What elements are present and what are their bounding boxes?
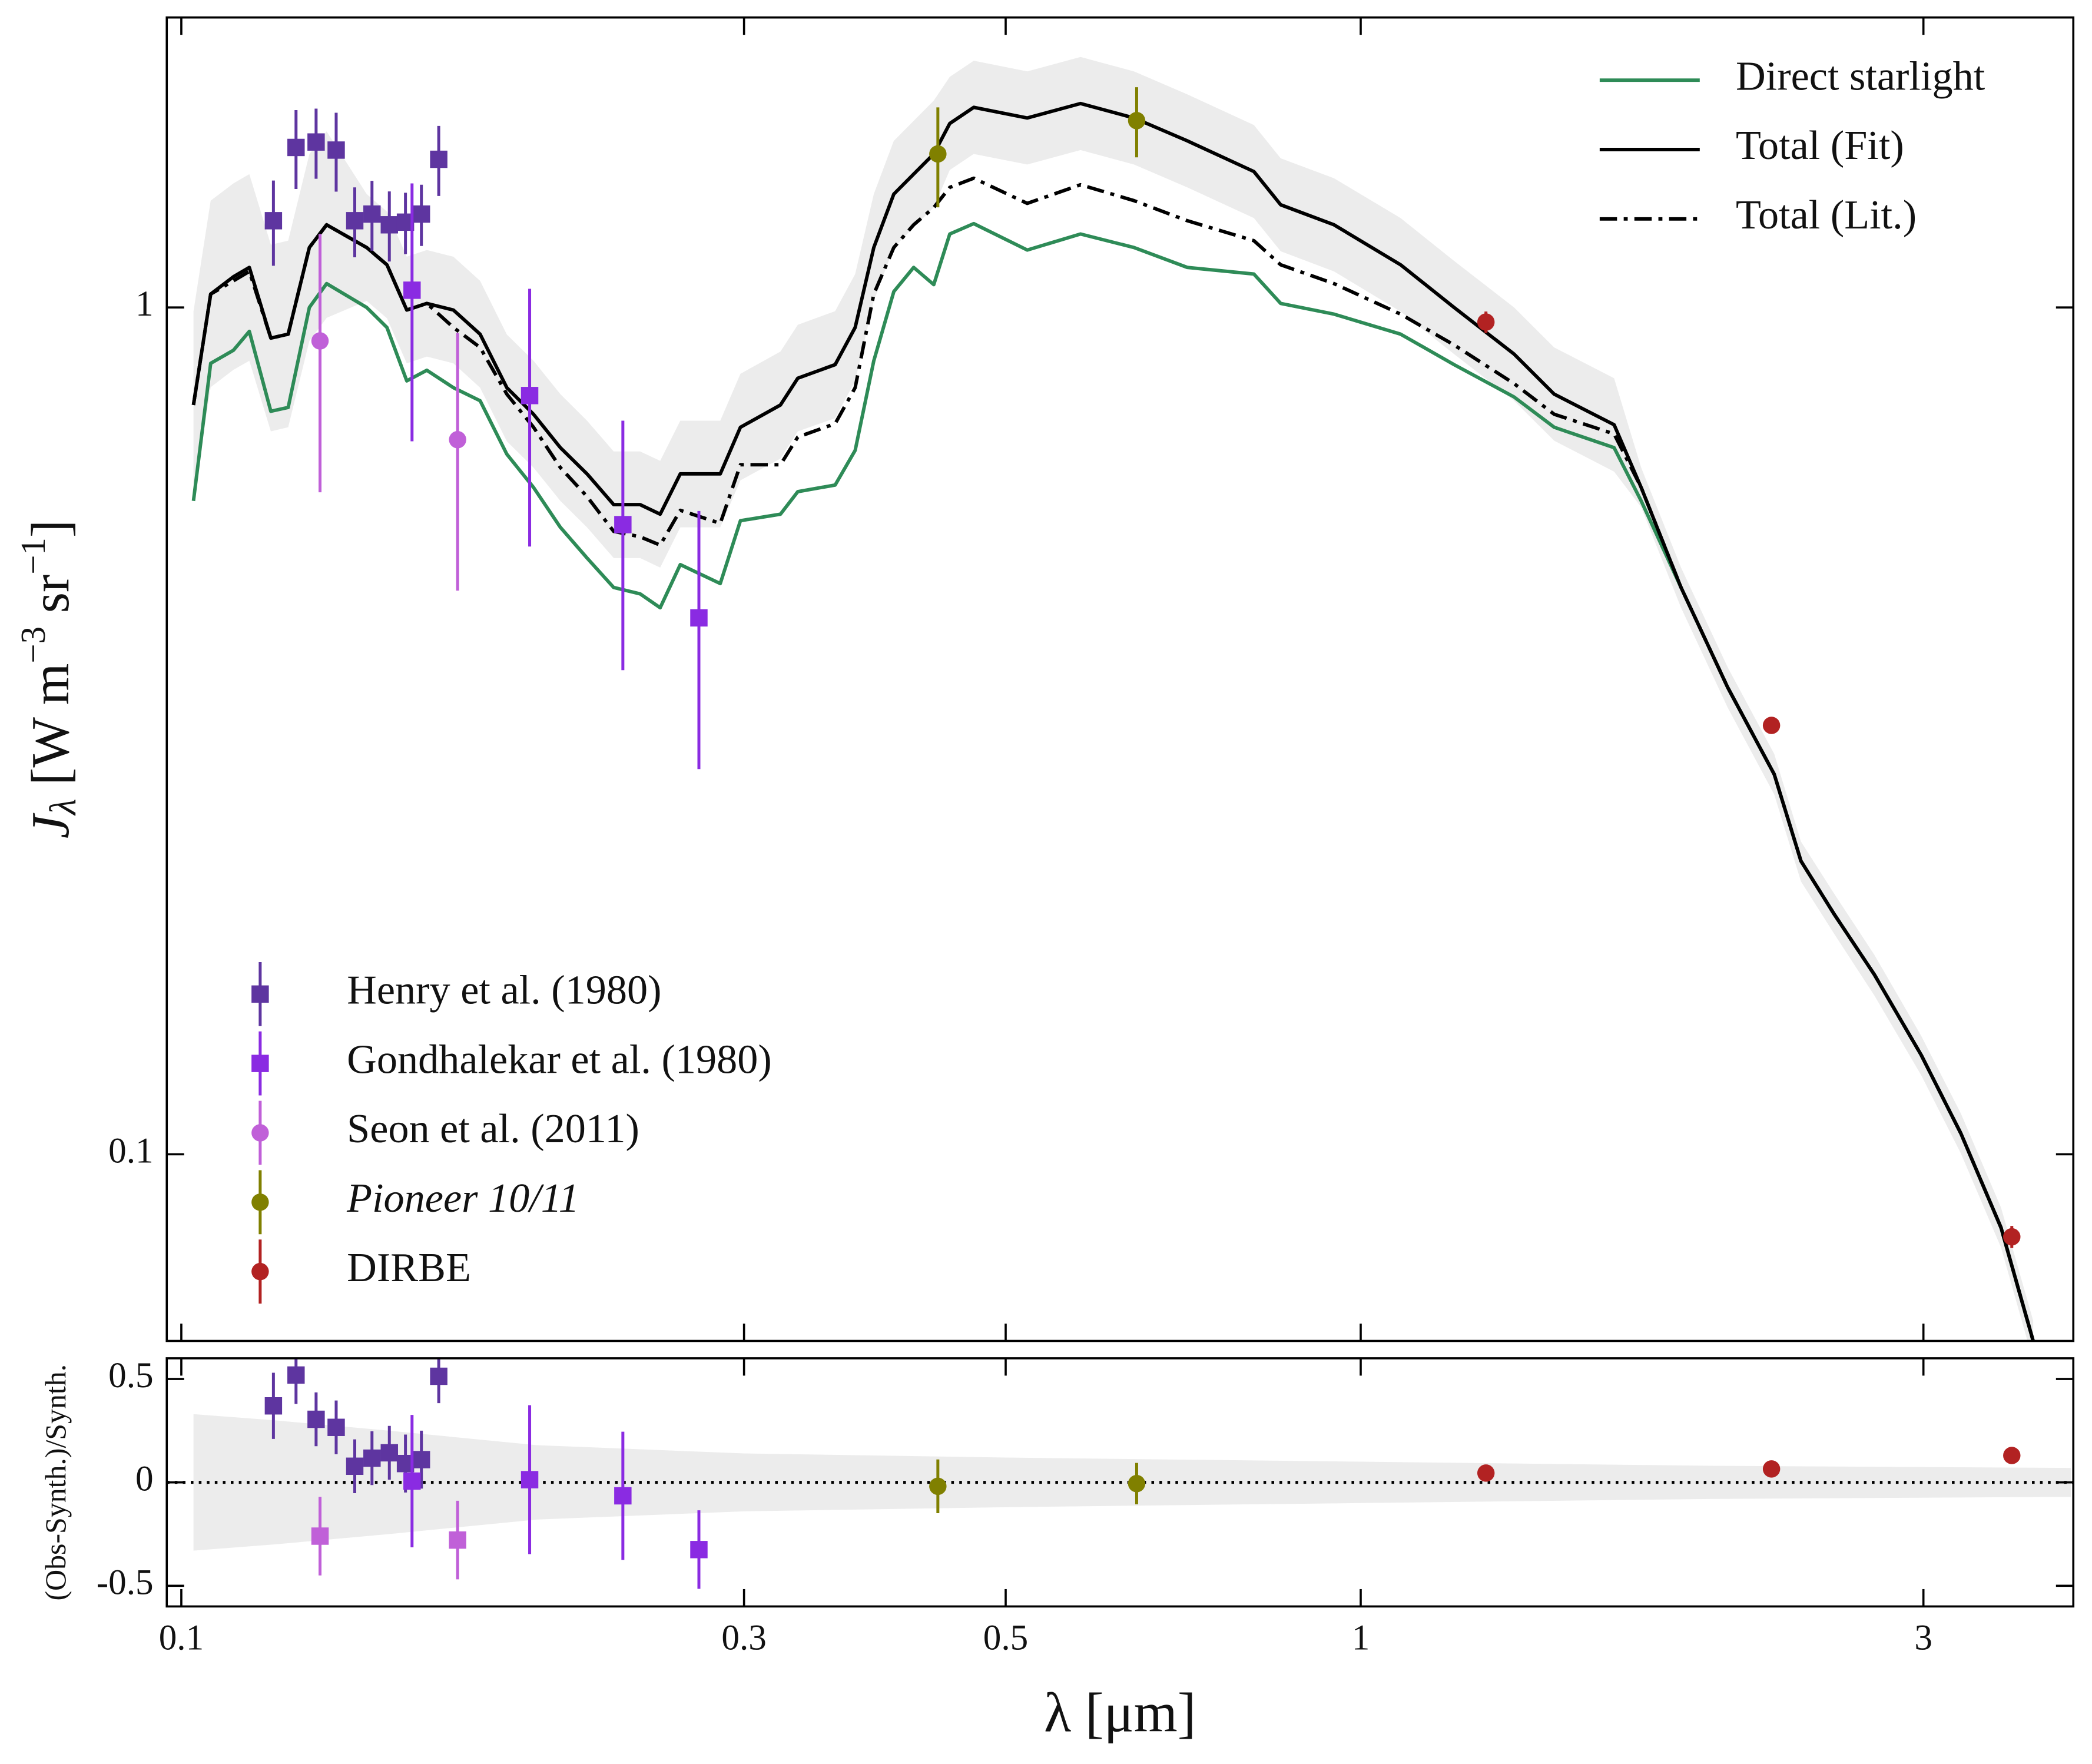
- legend-swatch: [251, 1124, 269, 1142]
- marker: [520, 387, 539, 404]
- y-axis-label-part: sr: [21, 575, 80, 626]
- marker: [403, 281, 421, 299]
- marker: [1762, 1460, 1781, 1478]
- y-axis-label-part: λ: [42, 798, 84, 815]
- marker: [690, 1541, 708, 1559]
- marker: [287, 1366, 305, 1384]
- marker: [1128, 1475, 1146, 1493]
- plot-area: [191, 57, 2035, 1341]
- marker: [380, 216, 398, 234]
- x-axis-label: λ [μm]: [1044, 1682, 1196, 1744]
- legend-label: DIRBE: [347, 1245, 471, 1291]
- y-axis-label-part: J: [21, 813, 80, 838]
- marker: [412, 1451, 430, 1468]
- y-axis-label-part: ]: [21, 520, 80, 538]
- marker: [264, 1397, 283, 1415]
- marker: [412, 205, 430, 223]
- marker: [2003, 1447, 2021, 1464]
- marker: [380, 1444, 398, 1462]
- marker: [1477, 1464, 1495, 1482]
- y-axis-label-part: [W m: [21, 664, 80, 799]
- legend-label: Total (Fit): [1736, 122, 1904, 168]
- marker: [327, 141, 345, 159]
- x-tick-label: 0.1: [159, 1617, 204, 1657]
- marker: [363, 205, 381, 223]
- x-tick-label: 3: [1914, 1617, 1932, 1657]
- y-axis-label: (Obs-Synth.)/Synth.: [39, 1364, 72, 1601]
- legend-label: Seon et al. (2011): [347, 1106, 639, 1152]
- y-tick-label: 0.1: [108, 1131, 153, 1171]
- marker: [2003, 1228, 2021, 1246]
- marker: [311, 1527, 329, 1545]
- legend-label: Pioneer 10/11: [346, 1175, 579, 1221]
- marker: [1477, 313, 1495, 331]
- marker: [929, 1477, 947, 1496]
- marker: [307, 1410, 325, 1428]
- legend-label: Gondhalekar et al. (1980): [347, 1036, 772, 1082]
- y-tick-label: 1: [135, 284, 154, 324]
- y-tick-label: 0: [135, 1459, 154, 1499]
- legend-label: Direct starlight: [1736, 53, 1985, 99]
- x-tick-label: 1: [1352, 1617, 1370, 1657]
- marker: [307, 133, 325, 151]
- legend-swatch: [251, 1262, 269, 1281]
- uncertainty-band: [193, 57, 2034, 1341]
- marker: [346, 1457, 364, 1475]
- marker: [327, 1418, 345, 1436]
- marker: [520, 1471, 539, 1488]
- marker: [1128, 112, 1146, 130]
- marker: [690, 609, 708, 627]
- series-line: [191, 221, 2035, 1341]
- marker: [614, 516, 632, 533]
- legend-label: Henry et al. (1980): [347, 967, 661, 1013]
- marker: [430, 1367, 447, 1385]
- marker: [363, 1449, 381, 1467]
- y-tick-label: -0.5: [97, 1562, 154, 1602]
- axes-frame: [165, 16, 2075, 1342]
- marker: [614, 1487, 632, 1505]
- plot-area: [167, 1358, 2074, 1589]
- y-axis-label-part: −3: [14, 626, 52, 664]
- marker: [1762, 717, 1781, 734]
- marker: [929, 145, 947, 163]
- marker: [403, 1472, 421, 1490]
- marker: [287, 138, 305, 157]
- legend-swatch: [251, 985, 269, 1003]
- marker: [449, 431, 466, 449]
- x-tick-label: 0.3: [721, 1617, 766, 1657]
- marker: [311, 332, 329, 350]
- legend-label: Total (Lit.): [1736, 192, 1917, 238]
- series-line: [191, 176, 2035, 1341]
- marker: [449, 1531, 466, 1549]
- x-tick-label: 0.5: [983, 1617, 1028, 1657]
- marker: [430, 150, 447, 168]
- y-tick-label: 0.5: [108, 1355, 153, 1395]
- marker: [346, 212, 364, 230]
- y-axis-label: Jλ [W m−3 sr−1]: [14, 520, 84, 838]
- y-axis-label-part: −1: [14, 538, 52, 575]
- marker: [264, 212, 283, 230]
- legend-swatch: [251, 1193, 269, 1211]
- legend-swatch: [251, 1055, 269, 1072]
